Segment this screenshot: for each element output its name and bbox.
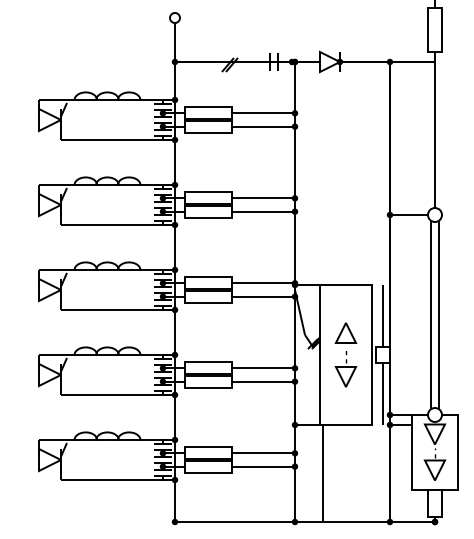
Circle shape [388, 520, 392, 524]
Bar [185, 278, 232, 289]
Bar [428, 490, 442, 517]
Circle shape [292, 294, 298, 299]
Circle shape [428, 408, 442, 422]
Bar [185, 447, 232, 459]
Polygon shape [39, 364, 61, 386]
Circle shape [170, 13, 180, 23]
Circle shape [173, 478, 177, 482]
Circle shape [173, 267, 177, 273]
Circle shape [292, 366, 298, 371]
Circle shape [432, 520, 438, 524]
Bar [185, 107, 232, 119]
Circle shape [337, 59, 343, 65]
Circle shape [161, 366, 165, 371]
Circle shape [161, 124, 165, 129]
Circle shape [292, 281, 298, 286]
Circle shape [173, 98, 177, 102]
Circle shape [290, 59, 294, 65]
Polygon shape [39, 109, 61, 131]
Circle shape [173, 183, 177, 188]
Circle shape [388, 423, 392, 427]
Circle shape [292, 59, 298, 65]
Bar [376, 347, 390, 363]
Circle shape [161, 464, 165, 469]
Circle shape [388, 59, 392, 65]
Circle shape [173, 438, 177, 443]
Circle shape [173, 59, 177, 65]
Circle shape [388, 412, 392, 418]
Bar [185, 362, 232, 374]
Circle shape [292, 124, 298, 129]
Circle shape [292, 464, 298, 469]
Circle shape [388, 212, 392, 218]
Circle shape [292, 423, 298, 427]
Bar [185, 206, 232, 218]
Polygon shape [39, 449, 61, 471]
Circle shape [292, 111, 298, 116]
Circle shape [292, 59, 298, 65]
Circle shape [173, 137, 177, 142]
Circle shape [161, 209, 165, 214]
Circle shape [161, 111, 165, 116]
Circle shape [428, 208, 442, 222]
Circle shape [173, 308, 177, 313]
Bar [185, 376, 232, 388]
Circle shape [292, 196, 298, 201]
Polygon shape [39, 194, 61, 216]
Bar [185, 291, 232, 303]
Bar [185, 192, 232, 204]
Bar [185, 461, 232, 473]
Circle shape [292, 520, 298, 524]
Bar [412, 415, 458, 490]
Polygon shape [336, 367, 356, 387]
Circle shape [292, 379, 298, 384]
Polygon shape [39, 279, 61, 301]
Polygon shape [320, 52, 340, 72]
Bar [185, 121, 232, 133]
Circle shape [173, 353, 177, 357]
Polygon shape [336, 323, 356, 343]
Circle shape [161, 281, 165, 286]
Circle shape [161, 451, 165, 456]
Bar [428, 8, 442, 52]
Polygon shape [425, 425, 445, 445]
Circle shape [173, 392, 177, 397]
Polygon shape [425, 460, 445, 480]
Bar [320, 285, 372, 425]
Circle shape [292, 451, 298, 456]
Circle shape [173, 223, 177, 227]
Circle shape [161, 294, 165, 299]
Circle shape [432, 520, 438, 524]
Circle shape [292, 282, 298, 287]
Circle shape [161, 196, 165, 201]
Circle shape [173, 520, 177, 524]
Circle shape [292, 209, 298, 214]
Circle shape [161, 379, 165, 384]
